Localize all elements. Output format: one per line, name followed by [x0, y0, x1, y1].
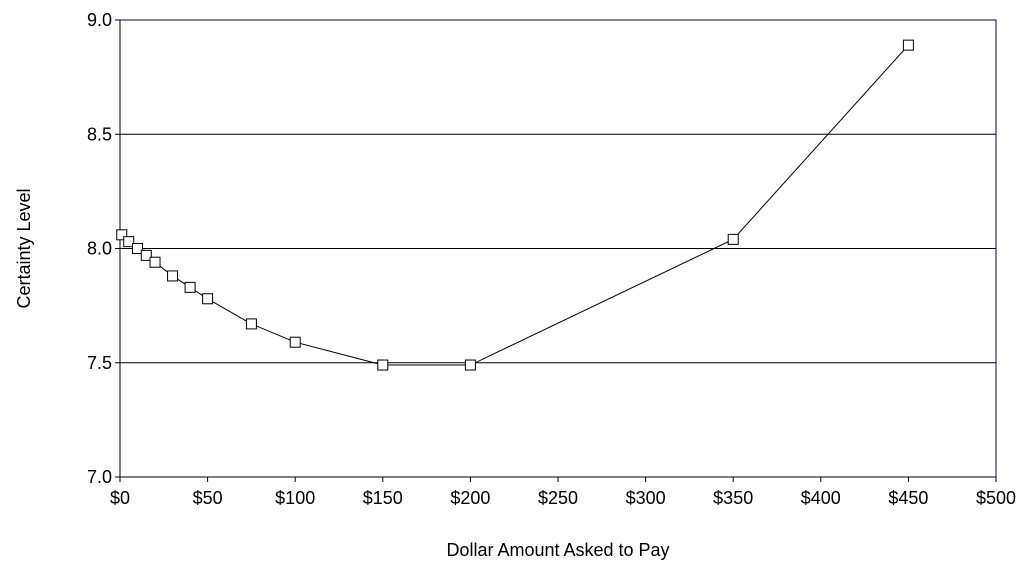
- data-series: [116, 39, 914, 371]
- x-tick-label: $50: [193, 488, 223, 508]
- axes: 7.0 7.5 8.0 8.5 9.0 $0 $50 $100 $150 $200 $250 $300…: [87, 10, 1016, 508]
- x-tick-label: $450: [888, 488, 928, 508]
- x-tick-label: $400: [801, 488, 841, 508]
- data-point-marker: [167, 270, 179, 282]
- y-tick-label: 8.0: [87, 239, 112, 259]
- x-tick-label: $150: [363, 488, 403, 508]
- data-point-marker: [184, 281, 196, 293]
- data-point-marker: [902, 39, 914, 51]
- data-point-marker: [149, 256, 161, 268]
- data-point-marker: [727, 233, 739, 245]
- x-tick-label: $200: [450, 488, 490, 508]
- data-point-marker: [140, 249, 152, 261]
- data-point-marker: [123, 236, 135, 248]
- x-axis-title: Dollar Amount Asked to Pay: [446, 540, 669, 560]
- data-point-marker: [245, 318, 257, 330]
- x-tick-label: $300: [626, 488, 666, 508]
- x-tick-label: $350: [713, 488, 753, 508]
- x-tick-label: $250: [538, 488, 578, 508]
- x-tick-label: $100: [275, 488, 315, 508]
- data-point-marker: [377, 359, 389, 371]
- data-point-marker: [116, 229, 128, 241]
- y-tick-label: 7.0: [87, 467, 112, 487]
- data-point-marker: [289, 336, 301, 348]
- y-tick-label: 8.5: [87, 124, 112, 144]
- x-tick-label: $0: [110, 488, 130, 508]
- y-tick-label: 7.5: [87, 353, 112, 373]
- x-tick-label: $500: [976, 488, 1016, 508]
- data-point-marker: [132, 243, 144, 254]
- y-tick-label: 9.0: [87, 10, 112, 30]
- data-point-marker: [464, 359, 476, 371]
- y-axis-title: Certainty Level: [14, 188, 34, 308]
- data-point-marker: [202, 293, 214, 305]
- gridlines: [120, 133, 996, 364]
